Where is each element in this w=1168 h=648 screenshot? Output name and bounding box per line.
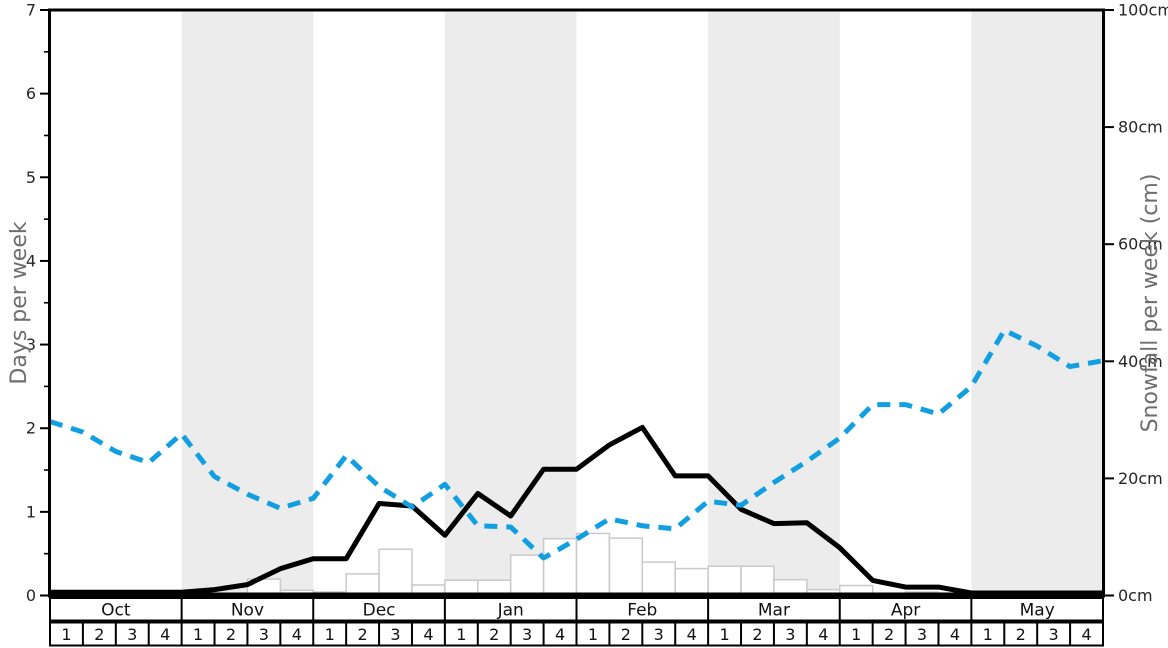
week-number-label: 4 <box>555 625 565 644</box>
month-label-apr: Apr <box>891 600 920 620</box>
week-number-label: 4 <box>160 625 170 644</box>
month-label-oct: Oct <box>101 600 131 620</box>
week-number-label: 3 <box>127 625 137 644</box>
snowfall-bar-week-10 <box>345 573 380 597</box>
week-number-label: 2 <box>621 625 631 644</box>
days-per-week-line <box>50 424 1103 596</box>
week-number-label: 2 <box>94 625 104 644</box>
week-number-label: 3 <box>259 625 269 644</box>
week-number-label: 2 <box>752 625 762 644</box>
snowfall-bar-week-11 <box>378 548 413 597</box>
right-tick-label-80: 80cm <box>1118 118 1163 137</box>
left-tick-label-4: 4 <box>26 251 36 270</box>
month-label-nov: Nov <box>231 600 264 620</box>
left-tick-label-7: 7 <box>26 1 36 20</box>
right-tick-label-60: 60cm <box>1118 235 1163 254</box>
left-tick-label-2: 2 <box>26 419 36 438</box>
left-tick-label-1: 1 <box>26 502 36 521</box>
week-number-label: 1 <box>719 625 729 644</box>
week-number-label: 2 <box>1016 625 1026 644</box>
right-tick-label-0: 0cm <box>1118 586 1153 605</box>
month-label-feb: Feb <box>627 600 657 620</box>
shaded-month-band-nov <box>181 10 314 596</box>
shaded-month-band-may <box>971 10 1103 596</box>
week-number-label: 3 <box>522 625 532 644</box>
week-number-label: 4 <box>292 625 302 644</box>
week-number-label: 4 <box>423 625 433 644</box>
right-tick-label-40: 40cm <box>1118 352 1163 371</box>
month-label-dec: Dec <box>363 600 396 620</box>
week-number-label: 3 <box>1049 625 1059 644</box>
week-number-label: 1 <box>851 625 861 644</box>
snowfall-bar-week-17 <box>575 532 611 597</box>
week-number-label: 1 <box>61 625 71 644</box>
week-number-label: 3 <box>785 625 795 644</box>
week-number-label: 2 <box>358 625 368 644</box>
week-number-label: 1 <box>588 625 598 644</box>
right-tick-label-20: 20cm <box>1118 469 1163 488</box>
week-number-label: 3 <box>654 625 664 644</box>
snowfall-bar-week-19 <box>641 561 676 597</box>
week-number-label: 1 <box>193 625 203 644</box>
week-number-label: 2 <box>884 625 894 644</box>
week-number-label: 4 <box>950 625 960 644</box>
snowfall-bar-week-18 <box>608 537 644 597</box>
average-snowfall-dashed-line <box>49 327 1104 561</box>
snowfall-bar-week-21 <box>707 565 742 597</box>
week-number-label: 2 <box>489 625 499 644</box>
week-number-label: 1 <box>983 625 993 644</box>
left-tick-label-6: 6 <box>26 84 36 103</box>
month-label-may: May <box>1020 600 1055 620</box>
week-number-label: 4 <box>818 625 828 644</box>
week-number-label: 1 <box>456 625 466 644</box>
week-number-label: 4 <box>687 625 697 644</box>
month-label-jan: Jan <box>497 600 524 620</box>
left-tick-label-5: 5 <box>26 168 36 187</box>
week-number-label: 3 <box>917 625 927 644</box>
snowfall-bar-week-15 <box>509 554 545 597</box>
week-number-label: 1 <box>325 625 335 644</box>
week-number-label: 3 <box>390 625 400 644</box>
week-number-label: 2 <box>226 625 236 644</box>
left-tick-label-0: 0 <box>26 586 36 605</box>
snowfall-bar-week-22 <box>740 565 775 597</box>
right-axis-title: Snowfall per week (cm) <box>1138 174 1163 433</box>
week-number-label: 4 <box>1081 625 1091 644</box>
shaded-month-band-jan <box>444 10 577 596</box>
snowfall-bar-week-20 <box>674 567 709 597</box>
left-axis-title: Days per week <box>7 221 32 384</box>
left-tick-label-3: 3 <box>26 335 36 354</box>
shaded-month-band-mar <box>708 10 840 596</box>
month-label-mar: Mar <box>758 600 790 620</box>
right-tick-label-100: 100cm <box>1118 1 1168 20</box>
